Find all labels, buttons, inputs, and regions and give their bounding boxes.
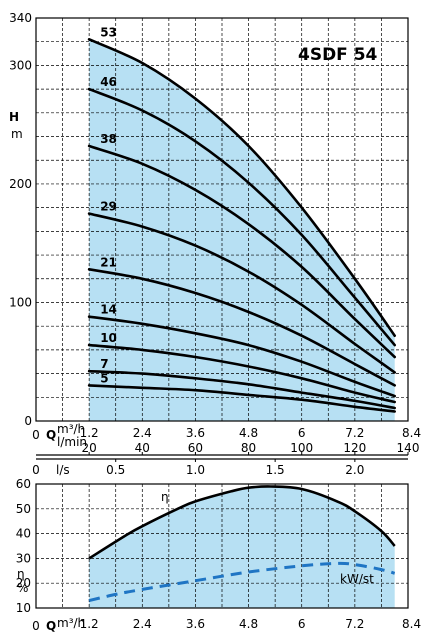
x-tick-lmin-80: 80: [241, 441, 256, 455]
head-curve-10: [87, 343, 396, 404]
head-flow-chart: 0 100 200 300 340 53 46 38 29 21 14 10 75 4SDF 54 H…: [9, 11, 409, 428]
operating-range-area-bottom: [89, 486, 395, 608]
x-ticks-efficiency: 0 1.2 2.4 3.6 4.8 6 7.2 8.4: [32, 617, 421, 633]
curve-label-29: 29: [100, 200, 117, 214]
x-axis-label-q: Q: [46, 428, 56, 442]
curve-labels: 53 46 38 29 21 14 10 75: [100, 25, 117, 385]
head-curve-14: [87, 315, 396, 398]
x-tick-m3h-bottom-0: 0: [32, 619, 40, 633]
head-curve-29: [87, 212, 396, 374]
x-tick-m3h-2-4: 2.4: [133, 426, 152, 440]
curve-label-53: 53: [100, 25, 117, 39]
y-axis-unit-efficiency: %: [17, 581, 28, 595]
head-curves: [87, 38, 396, 413]
y-tick-eff-50: 50: [16, 502, 31, 516]
y-tick-eff-60: 60: [16, 477, 31, 491]
x-tick-m3h-bottom-3-6: 3.6: [186, 617, 205, 631]
x-axis-ls: 0.5 1.0 1.5 2.0: [106, 459, 364, 477]
x-axis-unit-m3h-bottom: m³/h: [57, 616, 85, 630]
y-tick-head-300: 300: [9, 58, 32, 72]
efficiency-curve: [88, 485, 396, 560]
x-tick-lmin-100: 100: [290, 441, 313, 455]
curve-label-10: 10: [100, 331, 117, 345]
y-tick-eff-30: 30: [16, 551, 31, 565]
x-tick-lmin-40: 40: [135, 441, 150, 455]
power-curve: [88, 561, 396, 603]
head-curve-5: [87, 384, 396, 413]
x-tick-m3h-1-2: 1.2: [80, 426, 99, 440]
x-tick-ls-2-0: 2.0: [345, 463, 364, 477]
flow-axes: 0 1.2 2.4 3.6 4.8 6 7.2 8.4 Q m³/h l/min 20 40 60…: [32, 422, 421, 477]
y-axis-label-head: H: [9, 110, 19, 124]
model-label: 4SDF 54: [298, 45, 378, 65]
curve-label-38: 38: [100, 132, 117, 146]
plot-frame-bottom: [35, 483, 409, 609]
y-tick-eff-10: 10: [16, 601, 31, 615]
head-curve-21: [87, 268, 396, 387]
curve-label-46: 46: [100, 75, 117, 89]
x-tick-m3h-6: 6: [298, 426, 306, 440]
curve-label-14: 14: [100, 303, 117, 317]
x-tick-m3h-0: 0: [32, 428, 40, 442]
x-tick-m3h-bottom-1-2: 1.2: [80, 617, 99, 631]
x-axis-m3h: 0 1.2 2.4 3.6 4.8 6 7.2 8.4: [32, 426, 421, 442]
y-tick-eff-40: 40: [16, 527, 31, 541]
x-tick-ls-1-5: 1.5: [266, 463, 285, 477]
head-curve-53: [87, 38, 396, 337]
efficiency-curve-label: η: [161, 490, 169, 504]
operating-range-area-top: [89, 39, 395, 422]
x-tick-m3h-7-2: 7.2: [345, 426, 364, 440]
y-tick-eff-20: 20: [16, 576, 31, 590]
x-tick-ls-1-0: 1.0: [186, 463, 205, 477]
x-tick-lmin-140: 140: [397, 441, 420, 455]
x-tick-m3h-bottom-2-4: 2.4: [133, 617, 152, 631]
head-curve-7: [87, 369, 396, 410]
efficiency-curves: [88, 485, 396, 603]
y-ticks-head: 0 100 200 300 340: [9, 11, 32, 428]
x-tick-ls-0-5: 0.5: [106, 463, 125, 477]
x-tick-m3h-4-8: 4.8: [239, 426, 258, 440]
x-tick-lmin-20: 20: [82, 441, 97, 455]
y-tick-head-340: 340: [9, 11, 32, 25]
y-tick-head-200: 200: [9, 177, 32, 191]
x-tick-m3h-bottom-6: 6: [298, 617, 306, 631]
x-axis-ls-zero: 0: [32, 463, 40, 477]
head-curve-38: [87, 144, 396, 359]
curve-label-5: 5: [100, 371, 108, 385]
y-axis-label-efficiency: η: [17, 567, 25, 581]
x-tick-m3h-3-6: 3.6: [186, 426, 205, 440]
x-tick-m3h-8-4: 8.4: [402, 426, 421, 440]
x-axis-unit-m3h: m³/h: [57, 422, 85, 436]
x-axis-unit-lmin: l/min: [57, 435, 87, 449]
x-tick-m3h-bottom-4-8: 4.8: [239, 617, 258, 631]
operating-range-fill-bottom: [89, 486, 395, 608]
x-tick-lmin-120: 120: [343, 441, 366, 455]
x-axis-lmin: 20 40 60 80 100 120 140: [82, 441, 420, 455]
x-tick-m3h-bottom-8-4: 8.4: [402, 617, 421, 631]
x-axis-unit-ls: l/s: [56, 463, 70, 477]
curve-label-7: 7: [100, 357, 108, 371]
plot-frame-top: [35, 17, 409, 422]
y-ticks-efficiency: 10 20 30 40 50 60: [16, 477, 31, 615]
y-tick-head-100: 100: [9, 295, 32, 309]
x-tick-lmin-60: 60: [188, 441, 203, 455]
operating-range-fill-top: [89, 39, 395, 422]
y-axis-unit-head: m: [11, 127, 23, 141]
head-curve-46: [87, 87, 396, 347]
x-tick-m3h-bottom-7-2: 7.2: [345, 617, 364, 631]
power-curve-label: kW/st: [340, 572, 374, 586]
x-axis-label-q-bottom: Q: [46, 619, 56, 633]
y-tick-head-0: 0: [24, 414, 32, 428]
grid-bottom: [36, 484, 408, 608]
curve-label-21: 21: [100, 255, 117, 269]
efficiency-chart: 10 20 30 40 50 60 0 1.2 2.4 3.6 4.8 6 7.2 8.4 η kW/s…: [16, 477, 421, 633]
